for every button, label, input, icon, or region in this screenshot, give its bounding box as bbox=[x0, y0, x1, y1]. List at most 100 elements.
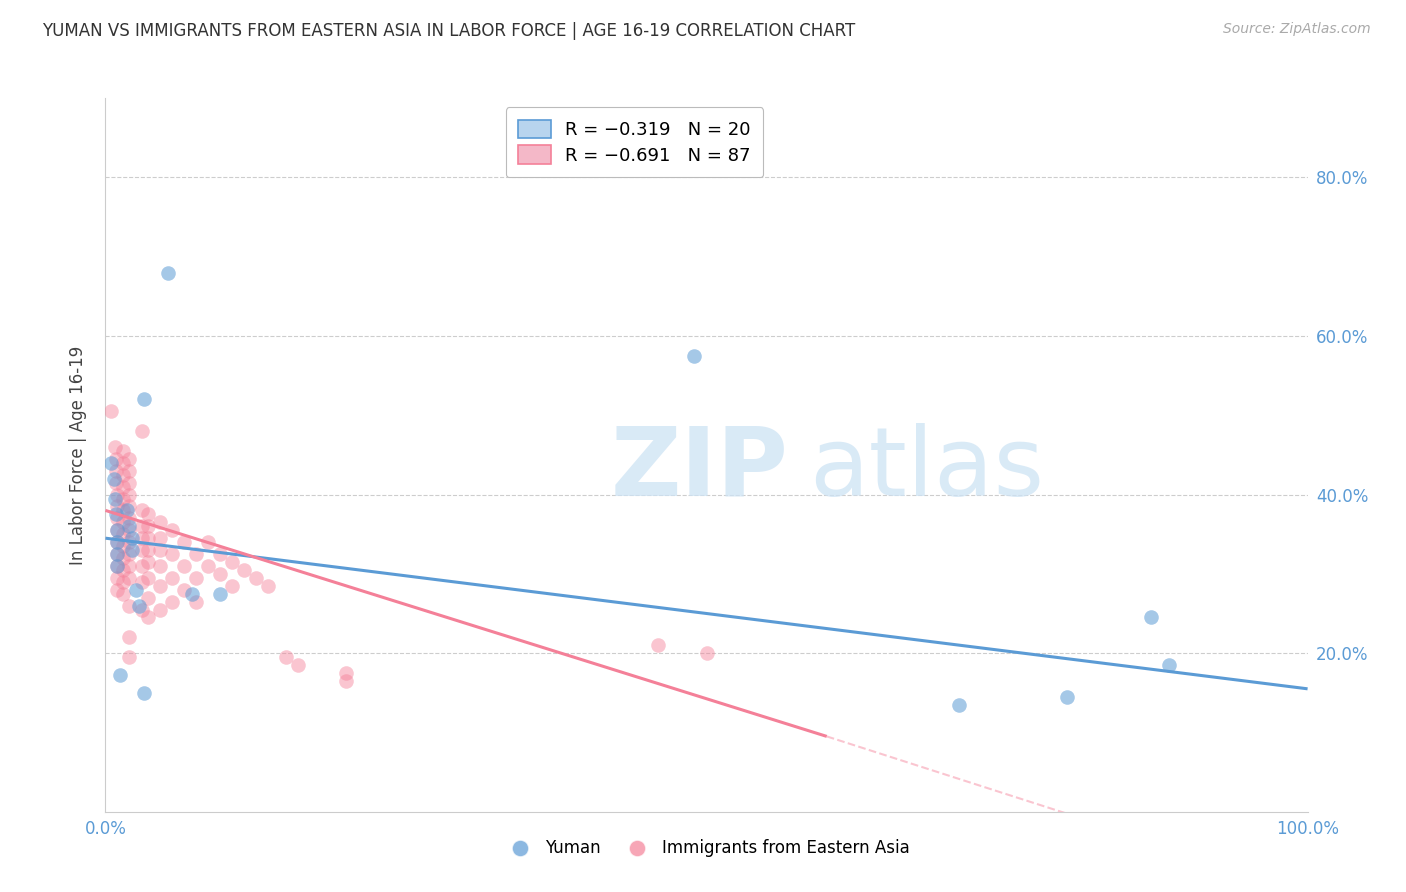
Point bbox=[100, 404, 122, 418]
Point bbox=[107, 558, 129, 573]
Point bbox=[121, 531, 143, 545]
Point bbox=[100, 456, 122, 470]
Point bbox=[132, 392, 155, 407]
Point bbox=[156, 266, 179, 280]
Point bbox=[118, 630, 141, 644]
Point bbox=[131, 558, 153, 573]
Point bbox=[148, 543, 170, 558]
Point bbox=[118, 500, 141, 514]
Point bbox=[197, 535, 219, 549]
Point bbox=[181, 587, 204, 601]
Point bbox=[112, 563, 135, 577]
Point bbox=[128, 599, 150, 613]
Point bbox=[696, 646, 718, 660]
Point bbox=[160, 571, 183, 585]
Point bbox=[115, 503, 138, 517]
Point bbox=[148, 531, 170, 545]
Point bbox=[112, 503, 135, 517]
Point bbox=[245, 571, 267, 585]
Point bbox=[173, 558, 195, 573]
Y-axis label: In Labor Force | Age 16-19: In Labor Force | Age 16-19 bbox=[69, 345, 87, 565]
Point bbox=[107, 582, 129, 597]
Point bbox=[136, 508, 159, 522]
Point bbox=[107, 535, 129, 549]
Point bbox=[131, 531, 153, 545]
Point bbox=[107, 571, 129, 585]
Point bbox=[107, 487, 129, 501]
Text: atlas: atlas bbox=[808, 423, 1043, 516]
Point bbox=[131, 543, 153, 558]
Point bbox=[108, 668, 131, 682]
Point bbox=[948, 698, 970, 712]
Point bbox=[148, 579, 170, 593]
Point bbox=[118, 511, 141, 525]
Point bbox=[131, 503, 153, 517]
Point bbox=[184, 547, 207, 561]
Legend: Yuman, Immigrants from Eastern Asia: Yuman, Immigrants from Eastern Asia bbox=[496, 833, 917, 864]
Point bbox=[112, 551, 135, 566]
Point bbox=[107, 500, 129, 514]
Point bbox=[148, 516, 170, 530]
Point bbox=[136, 519, 159, 533]
Point bbox=[112, 480, 135, 494]
Point bbox=[112, 527, 135, 541]
Point bbox=[112, 516, 135, 530]
Point bbox=[118, 464, 141, 478]
Point bbox=[104, 491, 127, 506]
Point bbox=[118, 558, 141, 573]
Point bbox=[112, 444, 135, 458]
Point bbox=[118, 523, 141, 537]
Point bbox=[1140, 610, 1163, 624]
Point bbox=[104, 440, 127, 454]
Point bbox=[131, 574, 153, 589]
Point bbox=[197, 558, 219, 573]
Point bbox=[112, 491, 135, 506]
Point bbox=[132, 686, 155, 700]
Point bbox=[107, 547, 129, 561]
Text: YUMAN VS IMMIGRANTS FROM EASTERN ASIA IN LABOR FORCE | AGE 16-19 CORRELATION CHA: YUMAN VS IMMIGRANTS FROM EASTERN ASIA IN… bbox=[42, 22, 855, 40]
Point bbox=[112, 587, 135, 601]
Point bbox=[118, 650, 141, 665]
Point bbox=[118, 599, 141, 613]
Point bbox=[118, 487, 141, 501]
Point bbox=[107, 547, 129, 561]
Point bbox=[136, 543, 159, 558]
Text: ZIP: ZIP bbox=[610, 423, 789, 516]
Point bbox=[148, 602, 170, 616]
Point bbox=[160, 594, 183, 608]
Point bbox=[112, 456, 135, 470]
Point bbox=[107, 523, 129, 537]
Point bbox=[221, 555, 243, 569]
Point bbox=[118, 519, 141, 533]
Point bbox=[208, 566, 231, 581]
Point bbox=[184, 594, 207, 608]
Point bbox=[208, 547, 231, 561]
Point bbox=[131, 424, 153, 438]
Point bbox=[221, 579, 243, 593]
Point bbox=[274, 650, 297, 665]
Point bbox=[1159, 658, 1181, 673]
Point bbox=[136, 571, 159, 585]
Point bbox=[105, 451, 128, 466]
Point bbox=[118, 571, 141, 585]
Point bbox=[105, 464, 128, 478]
Point bbox=[105, 475, 128, 490]
Point bbox=[683, 349, 706, 363]
Point bbox=[118, 451, 141, 466]
Point bbox=[105, 508, 128, 522]
Point bbox=[131, 602, 153, 616]
Point bbox=[208, 587, 231, 601]
Point bbox=[287, 658, 309, 673]
Point bbox=[103, 472, 125, 486]
Point bbox=[173, 582, 195, 597]
Point bbox=[160, 547, 183, 561]
Point bbox=[136, 591, 159, 605]
Point bbox=[136, 531, 159, 545]
Point bbox=[136, 610, 159, 624]
Point bbox=[124, 582, 146, 597]
Point bbox=[118, 547, 141, 561]
Point bbox=[121, 543, 143, 558]
Point bbox=[118, 475, 141, 490]
Point bbox=[136, 555, 159, 569]
Point bbox=[112, 539, 135, 553]
